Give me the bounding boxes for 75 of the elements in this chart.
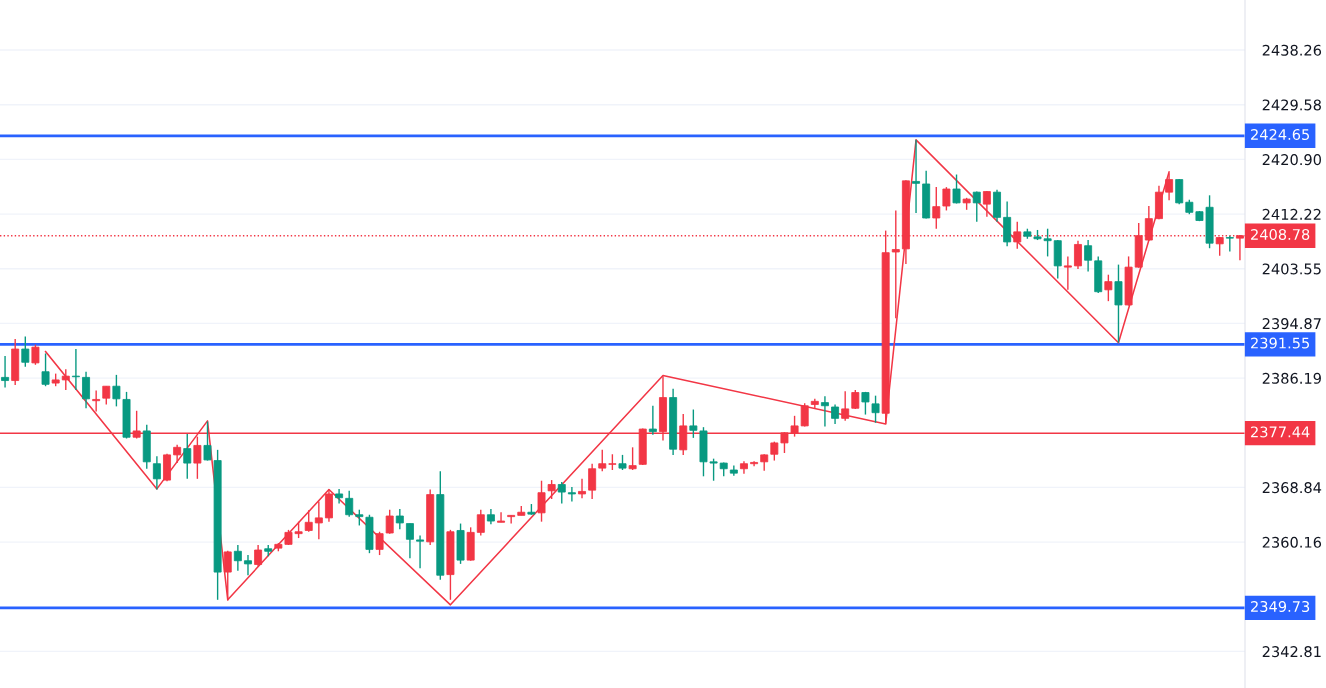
candlestick (395, 508, 404, 530)
candlestick (416, 534, 425, 569)
candlestick (648, 405, 657, 436)
candlestick (831, 403, 840, 425)
candlestick (244, 554, 252, 576)
ref-line-label: 2349.73 (1251, 601, 1310, 613)
candlestick (21, 335, 30, 368)
candlestick (588, 463, 597, 500)
candlestick (598, 449, 607, 472)
candlestick (61, 368, 70, 391)
candlestick (972, 190, 981, 223)
candlestick (952, 173, 961, 205)
candlestick (476, 509, 485, 537)
candlestick (82, 371, 90, 409)
y-tick-label: 2412.22 (1262, 208, 1321, 220)
candlestick (193, 435, 202, 480)
candlestick (314, 500, 323, 541)
candlestick (325, 488, 333, 523)
y-tick-label: 2403.55 (1262, 263, 1321, 275)
candlestick (92, 389, 101, 413)
candlestick (497, 511, 505, 523)
candlestick (932, 186, 941, 230)
candlestick (183, 433, 192, 480)
candlestick (1084, 239, 1093, 273)
candlestick (405, 522, 414, 559)
candlestick (223, 549, 232, 602)
candlestick (1013, 221, 1022, 250)
candlestick (41, 352, 50, 387)
y-tick-label: 2429.58 (1262, 99, 1321, 111)
candlestick (1225, 234, 1234, 253)
candlestick (800, 402, 809, 428)
ref-line-label: 2424.65 (1251, 128, 1310, 140)
candlestick (841, 390, 850, 422)
candlestick (304, 509, 313, 533)
candlestick (254, 544, 263, 568)
candlestick (820, 395, 829, 428)
candlestick (1104, 274, 1113, 302)
y-tick-label: 2438.26 (1262, 44, 1322, 56)
candlestick (871, 394, 880, 424)
y-tick-label: 2360.16 (1262, 536, 1322, 548)
candlestick (375, 531, 384, 556)
ref-line-label: 2408.78 (1251, 228, 1310, 240)
candlestick (851, 389, 860, 410)
candlestick (578, 478, 586, 500)
candlestick (628, 446, 637, 471)
candlestick (1144, 205, 1153, 242)
y-tick-label: 2368.84 (1262, 482, 1322, 494)
candlestick (233, 544, 242, 572)
candlestick (1074, 239, 1082, 270)
candlestick (547, 479, 556, 500)
candlestick (507, 514, 516, 525)
candlestick (537, 480, 546, 523)
ref-line-label: 2377.44 (1251, 426, 1310, 438)
candlestick (942, 186, 951, 212)
candlestick (1114, 263, 1123, 344)
candlestick (1063, 255, 1072, 291)
candlestick (31, 343, 40, 366)
candlestick (345, 490, 354, 518)
candlestick (71, 348, 80, 391)
y-tick-label: 2394.87 (1262, 318, 1321, 330)
ref-line-label: 2391.55 (1251, 337, 1310, 349)
y-tick-label: 2386.19 (1262, 372, 1321, 384)
candlestick (557, 481, 566, 505)
candlestick (385, 509, 394, 535)
candlestick (173, 444, 182, 464)
y-tick-label: 2420.90 (1262, 154, 1321, 166)
candlestick (152, 455, 161, 491)
candlestick (1, 355, 10, 389)
candlestick (982, 190, 991, 218)
candlestick (102, 385, 111, 406)
candlestick (912, 139, 920, 214)
y-tick-label: 2342.81 (1262, 646, 1321, 658)
candlestick (335, 488, 344, 505)
candlestick (567, 486, 576, 503)
candlestick (112, 374, 121, 408)
